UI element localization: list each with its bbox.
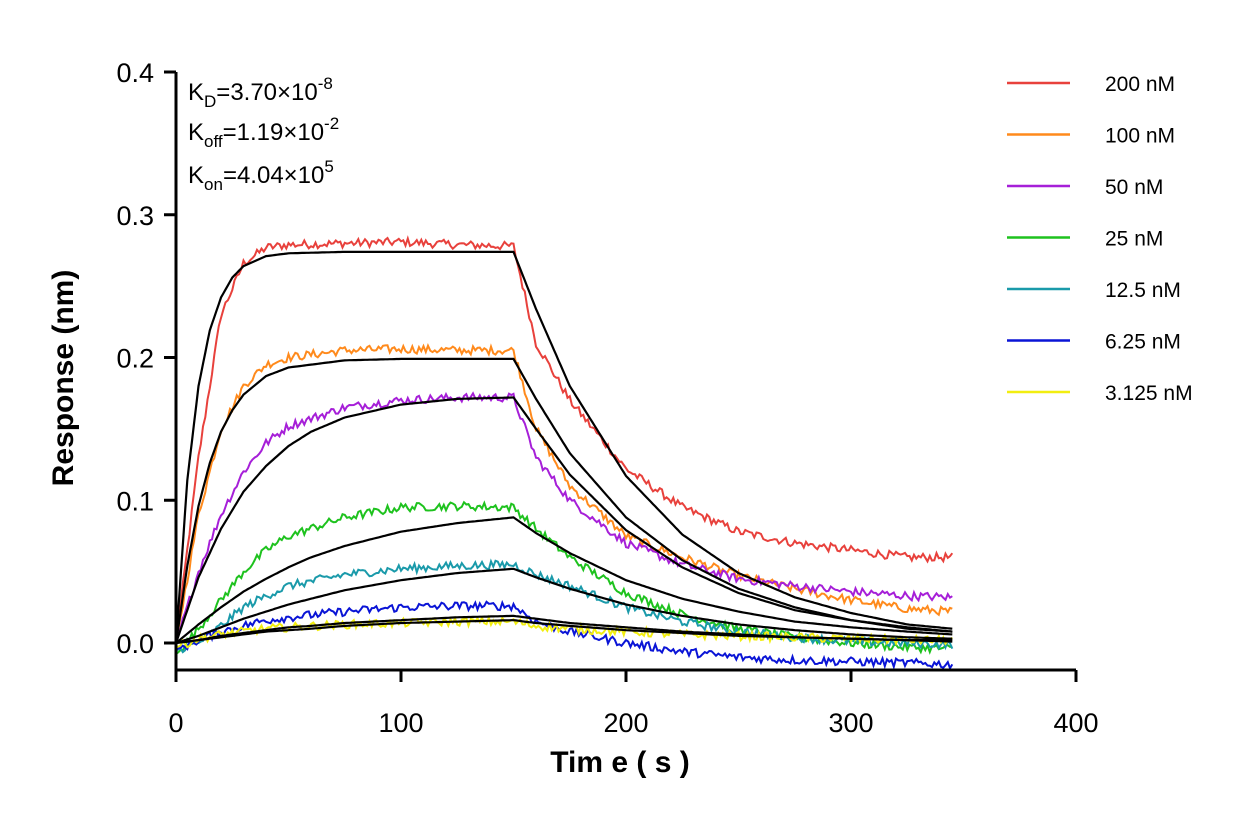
fit-curve-7 (175, 619, 953, 645)
x-tick-label: 300 (828, 708, 873, 738)
legend-label: 50 nM (1105, 176, 1163, 199)
koff-annotation: Koff=1.19×10-2 (188, 114, 339, 151)
legend-label: 6.25 nM (1105, 331, 1181, 354)
fit-curve-1 (174, 250, 953, 644)
y-tick-label: 0.3 (116, 201, 154, 231)
x-tick-label: 0 (168, 708, 183, 738)
series-line-50-nm (175, 391, 953, 643)
kon-annotation: Kon=4.04×105 (188, 157, 334, 194)
series-line-12.5-nm (175, 558, 954, 654)
fit-curves (174, 250, 953, 645)
fit-curve-4 (175, 516, 953, 644)
y-tick-label: 0.1 (116, 486, 154, 516)
legend-label: 200 nM (1105, 73, 1175, 96)
fit-curve-2 (174, 357, 953, 644)
fit-curve-5 (175, 567, 953, 645)
y-tick-label: 0.0 (116, 629, 154, 659)
series-line-100-nm (175, 343, 953, 643)
legend-label: 100 nM (1105, 125, 1175, 148)
y-tick-label: 0.4 (116, 58, 154, 88)
legend-label: 12.5 nM (1105, 279, 1181, 302)
x-tick-label: 400 (1053, 708, 1098, 738)
x-tick-label: 200 (603, 708, 648, 738)
axes: 0.0 0.1 0.2 0.3 0.4 0 100 200 300 400 (116, 58, 1098, 738)
series-line-200-nm (175, 235, 954, 643)
fit-curve-3 (174, 396, 953, 644)
series-line-6.25-nm (175, 599, 954, 671)
y-tick-label: 0.2 (116, 344, 154, 374)
kd-annotation: KD=3.70×10-8 (188, 74, 333, 111)
legend-label: 25 nM (1105, 228, 1163, 251)
kinetic-constants: KD=3.70×10-8 Koff=1.19×10-2 Kon=4.04×105 (188, 74, 339, 194)
legend: 200 nM 100 nM 50 nM 25 nM 12.5 nM 6.25 nM 3.12… (1007, 73, 1193, 405)
x-axis-title: Tim e ( s ) (550, 746, 689, 779)
x-tick-label: 100 (378, 708, 423, 738)
legend-label: 3.125 nM (1105, 382, 1193, 405)
y-axis-title: Response (nm) (47, 270, 80, 487)
